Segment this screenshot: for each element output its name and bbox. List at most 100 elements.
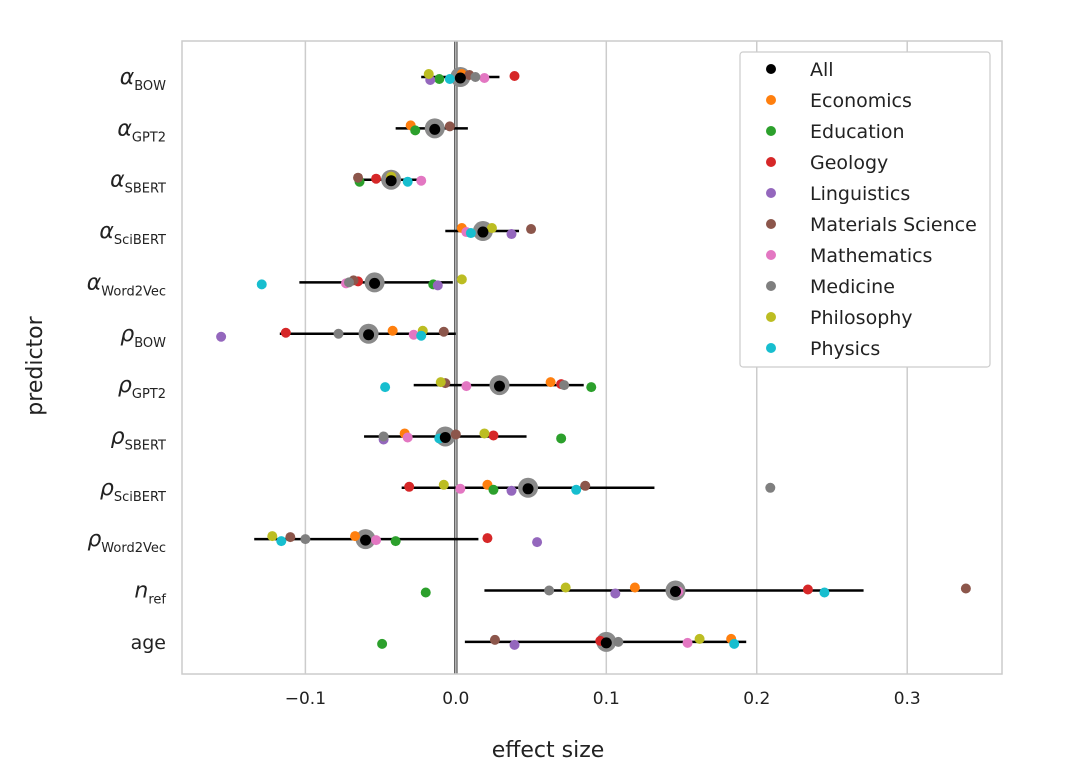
predictor-symbol: α xyxy=(87,270,102,295)
point-philosophy xyxy=(423,69,434,79)
predictor-subscript: BOW xyxy=(134,79,166,94)
point-education xyxy=(488,484,499,495)
x-tick-label: 0.2 xyxy=(743,689,770,709)
point-education xyxy=(586,382,597,393)
predictor-symbol: ρ xyxy=(120,322,134,347)
y-axis-label: predictor xyxy=(23,315,48,415)
point-physics xyxy=(444,74,455,84)
point-medicine xyxy=(333,328,344,339)
point-materials-science xyxy=(438,326,449,337)
predictor-subscript: GPT2 xyxy=(132,387,166,402)
point-all xyxy=(522,483,534,495)
point-philosophy xyxy=(479,428,490,439)
point-philosophy xyxy=(560,582,571,593)
point-all xyxy=(363,329,375,341)
predictor-subscript: SciBERT xyxy=(114,233,166,248)
predictor-subscript: BOW xyxy=(134,336,166,351)
y-tick-label: αBOW xyxy=(120,65,166,94)
point-materials-science xyxy=(960,583,971,594)
point-materials-science xyxy=(353,172,364,183)
point-geology xyxy=(371,173,382,184)
point-economics xyxy=(387,325,398,336)
legend-marker xyxy=(766,250,776,260)
x-axis-label: effect size xyxy=(492,738,605,763)
point-geology xyxy=(280,327,291,338)
point-philosophy xyxy=(438,479,449,490)
y-tick-label: αSBERT xyxy=(110,168,166,197)
legend-label: Mathematics xyxy=(810,245,932,267)
point-physics xyxy=(256,279,267,290)
point-education xyxy=(556,433,567,444)
point-geology xyxy=(404,481,415,492)
point-materials-science xyxy=(580,480,591,491)
point-education xyxy=(377,638,388,649)
point-all xyxy=(670,586,682,597)
legend-label: Physics xyxy=(810,338,880,360)
point-education xyxy=(410,125,421,136)
point-medicine xyxy=(344,277,355,288)
point-philosophy xyxy=(694,633,705,644)
x-tick-label: 0.1 xyxy=(593,689,620,709)
point-all xyxy=(360,534,372,546)
predictor-symbol: n xyxy=(134,579,148,604)
predictor-subscript: SBERT xyxy=(125,182,166,197)
point-medicine xyxy=(765,482,776,493)
point-economics xyxy=(545,377,556,388)
point-materials-science xyxy=(444,121,455,132)
point-all xyxy=(493,380,505,392)
point-physics xyxy=(402,176,413,187)
point-mathematics xyxy=(408,329,419,340)
legend-marker xyxy=(766,312,776,322)
point-education xyxy=(420,587,431,598)
legend-label: Materials Science xyxy=(810,214,977,236)
point-philosophy xyxy=(456,274,467,285)
point-economics xyxy=(350,531,361,542)
legend-marker xyxy=(766,281,776,291)
legend-marker xyxy=(766,64,776,74)
point-mathematics xyxy=(455,483,466,494)
point-linguistics xyxy=(432,280,443,291)
point-physics xyxy=(276,536,287,547)
legend-marker xyxy=(766,157,776,167)
y-tick-label: ρGPT2 xyxy=(118,373,166,402)
legend-label: Philosophy xyxy=(810,307,913,329)
predictor-subscript: SciBERT xyxy=(114,490,166,505)
legend-label: Medicine xyxy=(810,276,895,298)
x-tick-label: −0.1 xyxy=(285,689,326,709)
y-tick-label: αSciBERT xyxy=(99,219,166,248)
point-linguistics xyxy=(509,639,520,650)
legend-marker xyxy=(766,188,776,198)
point-geology xyxy=(509,71,520,81)
point-medicine xyxy=(470,72,481,82)
legend-marker xyxy=(766,126,776,136)
point-materials-science xyxy=(489,634,500,645)
y-tick-label: ρBOW xyxy=(120,322,166,351)
predictor-symbol: α xyxy=(99,219,114,244)
point-physics xyxy=(380,382,391,393)
point-linguistics xyxy=(506,229,517,240)
point-all xyxy=(454,72,466,84)
point-mathematics xyxy=(371,535,382,546)
y-tick-labels: αBOWαGPT2αSBERTαSciBERTαWord2VecρBOWρGPT… xyxy=(87,65,167,654)
legend-label: Linguistics xyxy=(810,183,910,205)
point-medicine xyxy=(559,380,570,391)
point-philosophy xyxy=(435,377,446,388)
point-physics xyxy=(416,330,427,341)
x-tick-label: 0.3 xyxy=(894,689,921,709)
predictor-symbol: ρ xyxy=(87,527,101,552)
x-tick-labels: −0.1 0.0 0.1 0.2 0.3 xyxy=(285,689,921,709)
point-all xyxy=(369,277,381,289)
legend-label: Economics xyxy=(810,90,912,112)
legend-marker xyxy=(766,95,776,105)
point-physics xyxy=(465,228,476,239)
predictor-symbol: ρ xyxy=(118,373,132,398)
legend-label: All xyxy=(810,59,834,81)
point-education xyxy=(390,536,401,547)
point-all xyxy=(477,226,489,238)
y-tick-label: αWord2Vec xyxy=(87,270,166,299)
point-medicine xyxy=(613,636,624,647)
point-physics xyxy=(729,638,740,649)
point-mathematics xyxy=(416,175,427,186)
y-tick-label: nref xyxy=(134,579,166,608)
